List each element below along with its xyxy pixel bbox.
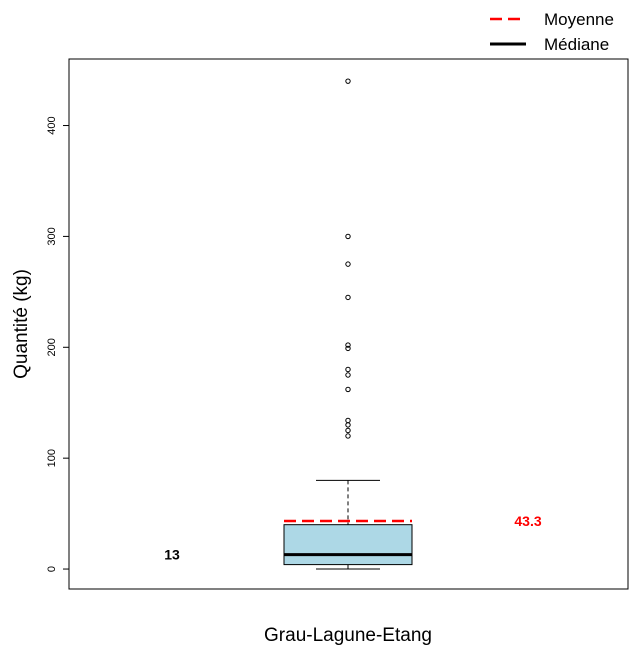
legend-mean-label: Moyenne [544, 10, 614, 29]
y-axis: 0 100 200 300 400 [46, 116, 69, 572]
outlier-point [345, 294, 351, 301]
outlier-point [345, 261, 351, 267]
legend: Moyenne Médiane [490, 10, 614, 54]
outlier-point [345, 366, 351, 373]
y-axis-title: Quantité (kg) [11, 269, 32, 379]
outlier-point [345, 342, 351, 348]
y-tick-label: 300 [46, 227, 58, 245]
outlier-point [345, 78, 351, 84]
outlier-point [345, 386, 351, 393]
interquartile-box [283, 524, 413, 566]
outlier-point [345, 233, 351, 240]
outlier-points [345, 78, 351, 439]
y-tick-label: 0 [46, 566, 58, 572]
outlier-point [345, 422, 351, 428]
mean-value-label: 43.3 [514, 513, 541, 529]
outlier-point [345, 433, 351, 439]
plot-frame [68, 58, 629, 590]
legend-median-label: Médiane [544, 35, 609, 54]
y-tick-label: 100 [46, 449, 58, 467]
median-value-label: 13 [164, 547, 180, 563]
x-axis-title: Grau-Lagune-Etang [264, 625, 432, 645]
outlier-point [345, 427, 351, 434]
y-tick-label: 400 [46, 116, 58, 134]
outlier-point [345, 345, 351, 352]
outlier-point [345, 372, 351, 378]
y-tick-label: 200 [46, 338, 58, 356]
outlier-point [345, 417, 351, 424]
